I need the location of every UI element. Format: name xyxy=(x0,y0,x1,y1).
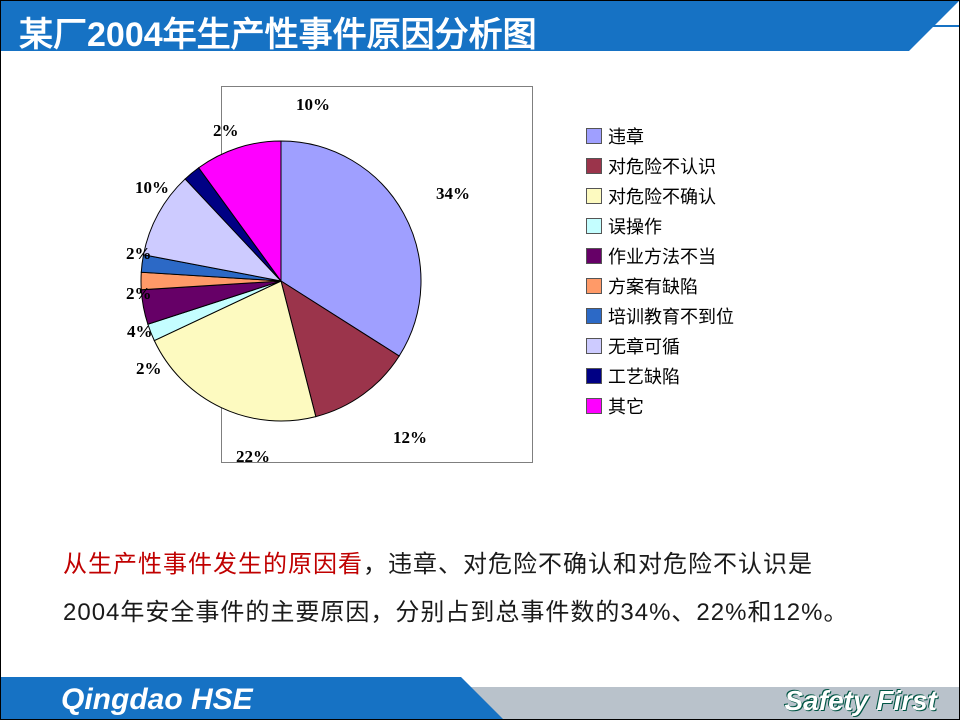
pie-pct-label: 22% xyxy=(236,447,270,467)
legend-label: 对危险不确认 xyxy=(608,183,716,209)
legend-item: 无章可循 xyxy=(586,331,734,361)
slide-title: 某厂2004年生产性事件原因分析图 xyxy=(19,7,537,56)
footer: Qingdao HSE Safety First xyxy=(1,673,959,719)
legend-label: 工艺缺陷 xyxy=(608,363,680,389)
legend-swatch xyxy=(586,128,602,144)
footer-left: Qingdao HSE xyxy=(61,683,253,717)
pie-chart xyxy=(96,96,466,466)
pie-pct-label: 2% xyxy=(213,121,239,141)
title-bar: 某厂2004年生产性事件原因分析图 xyxy=(1,1,959,51)
pie-pct-label: 34% xyxy=(436,184,470,204)
legend-label: 对危险不认识 xyxy=(608,153,716,179)
pie-pct-label: 2% xyxy=(126,284,152,304)
footer-right: Safety First xyxy=(785,685,938,717)
pie-pct-label: 10% xyxy=(296,95,330,115)
legend-label: 误操作 xyxy=(608,213,662,239)
legend-label: 违章 xyxy=(608,123,644,149)
legend-label: 无章可循 xyxy=(608,333,680,359)
legend-label: 作业方法不当 xyxy=(608,243,716,269)
legend-label: 其它 xyxy=(608,393,644,419)
legend-item: 培训教育不到位 xyxy=(586,301,734,331)
pie-pct-label: 12% xyxy=(393,428,427,448)
legend-item: 对危险不认识 xyxy=(586,151,734,181)
legend-swatch xyxy=(586,368,602,384)
legend-item: 其它 xyxy=(586,391,734,421)
legend-label: 方案有缺陷 xyxy=(608,273,698,299)
legend-swatch xyxy=(586,218,602,234)
highlight-text: 从生产性事件发生的原因看 xyxy=(63,551,363,578)
pie-pct-label: 2% xyxy=(126,244,152,264)
pie-legend: 违章对危险不认识对危险不确认误操作作业方法不当方案有缺陷培训教育不到位无章可循工… xyxy=(586,121,734,421)
pie-pct-label: 4% xyxy=(127,322,153,342)
legend-item: 对危险不确认 xyxy=(586,181,734,211)
legend-item: 违章 xyxy=(586,121,734,151)
legend-swatch xyxy=(586,188,602,204)
legend-swatch xyxy=(586,278,602,294)
analysis-text: 从生产性事件发生的原因看，违章、对危险不确认和对危险不认识是 2004年安全事件… xyxy=(63,541,919,637)
legend-swatch xyxy=(586,338,602,354)
pie-pct-label: 10% xyxy=(135,178,169,198)
legend-label: 培训教育不到位 xyxy=(608,303,734,329)
legend-swatch xyxy=(586,158,602,174)
pie-pct-label: 2% xyxy=(136,359,162,379)
legend-item: 误操作 xyxy=(586,211,734,241)
legend-swatch xyxy=(586,248,602,264)
legend-item: 方案有缺陷 xyxy=(586,271,734,301)
legend-swatch xyxy=(586,308,602,324)
legend-swatch xyxy=(586,398,602,414)
legend-item: 作业方法不当 xyxy=(586,241,734,271)
legend-item: 工艺缺陷 xyxy=(586,361,734,391)
